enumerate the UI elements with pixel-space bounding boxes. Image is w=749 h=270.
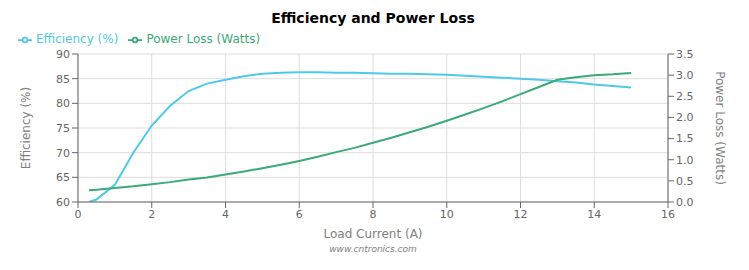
svg-text:16: 16: [661, 208, 675, 221]
svg-text:2.0: 2.0: [676, 111, 694, 124]
svg-text:70: 70: [56, 147, 70, 160]
html-text:Power Loss (Watts): Power Loss (Watts): [146, 32, 261, 46]
html-text:Efficiency (%): Efficiency (%): [36, 32, 119, 46]
svg-text:3.0: 3.0: [676, 69, 694, 82]
svg-text:Load Current (A): Load Current (A): [323, 227, 422, 241]
svg-text:0: 0: [75, 208, 82, 221]
svg-text:6: 6: [296, 208, 303, 221]
svg-text:85: 85: [56, 73, 70, 86]
svg-text:60: 60: [56, 196, 70, 209]
svg-text:Power Loss (Watts): Power Loss (Watts): [713, 71, 727, 185]
svg-text:Efficiency (%): Efficiency (%): [19, 87, 33, 169]
svg-text:0.0: 0.0: [676, 196, 694, 209]
svg-text:75: 75: [56, 122, 70, 135]
html-text:Efficiency and Power Loss: Efficiency and Power Loss: [271, 10, 475, 26]
html-text:www.cntronics.com: www.cntronics.com: [329, 244, 417, 254]
svg-text:90: 90: [56, 48, 70, 61]
svg-text:2: 2: [148, 208, 155, 221]
svg-text:1.0: 1.0: [676, 154, 694, 167]
svg-text:14: 14: [587, 208, 601, 221]
svg-text:10: 10: [440, 208, 454, 221]
svg-text:12: 12: [514, 208, 528, 221]
svg-text:3.5: 3.5: [676, 48, 694, 61]
svg-text:8: 8: [370, 208, 377, 221]
svg-text:4: 4: [222, 208, 229, 221]
svg-text:80: 80: [56, 97, 70, 110]
svg-text:1.5: 1.5: [676, 132, 694, 145]
svg-text:2.5: 2.5: [676, 90, 694, 103]
svg-text:0.5: 0.5: [676, 175, 694, 188]
svg-text:65: 65: [56, 171, 70, 184]
